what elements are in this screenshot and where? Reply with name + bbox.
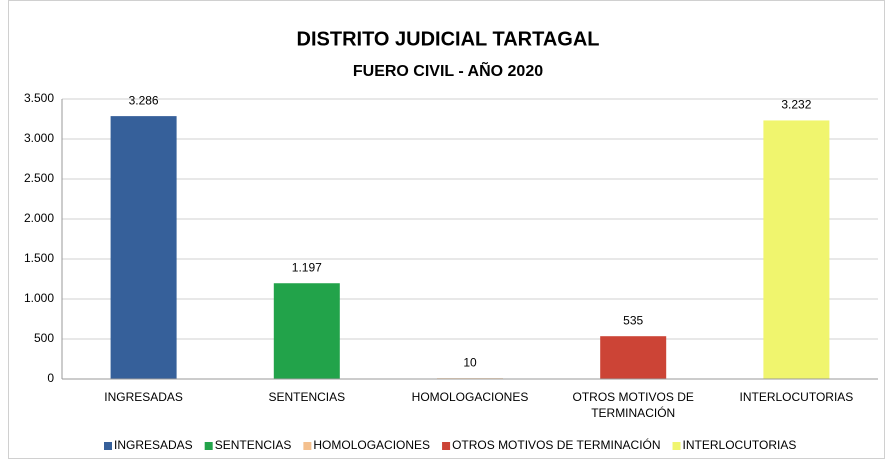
data-label: 3.232 [781, 98, 811, 112]
y-tick-label: 3.500 [24, 91, 54, 105]
bar [600, 336, 667, 379]
bar [763, 120, 830, 379]
legend-label: INGRESADAS [114, 438, 193, 452]
y-tick-label: 1.500 [24, 251, 54, 265]
data-label: 1.197 [292, 260, 322, 274]
y-tick-label: 3.000 [24, 131, 54, 145]
data-label: 535 [623, 313, 643, 327]
y-tick-label: 500 [34, 331, 54, 345]
data-label: 10 [463, 355, 477, 369]
x-tick-label: INTERLOCUTORIAS [740, 390, 854, 404]
x-tick-label: INGRESADAS [104, 390, 183, 404]
x-tick-label: OTROS MOTIVOS DE TERMINACIÓN [573, 390, 694, 420]
legend-label: INTERLOCUTORIAS [683, 438, 797, 452]
y-tick-label: 2.000 [24, 211, 54, 225]
legend-swatch [442, 442, 451, 450]
chart-title: DISTRITO JUDICIAL TARTAGAL [297, 28, 600, 50]
bar [110, 116, 177, 380]
y-tick-label: 0 [47, 371, 54, 385]
legend-swatch [204, 442, 213, 450]
legend-swatch [104, 442, 112, 450]
legend-swatch [672, 442, 681, 450]
bar [273, 283, 340, 379]
y-tick-label: 1.000 [24, 291, 54, 305]
chart-subtitle: FUERO CIVIL - AÑO 2020 [353, 60, 543, 80]
legend-label: SENTENCIAS [215, 438, 292, 452]
x-tick-label: HOMOLOGACIONES [412, 390, 529, 404]
x-tick-label: SENTENCIAS [268, 390, 345, 404]
legend-swatch [303, 442, 312, 450]
legend-label: OTROS MOTIVOS DE TERMINACIÓN [452, 437, 660, 452]
y-tick-label: 2.500 [24, 171, 54, 185]
data-label: 3.286 [129, 93, 159, 107]
legend-label: HOMOLOGACIONES [313, 438, 430, 452]
